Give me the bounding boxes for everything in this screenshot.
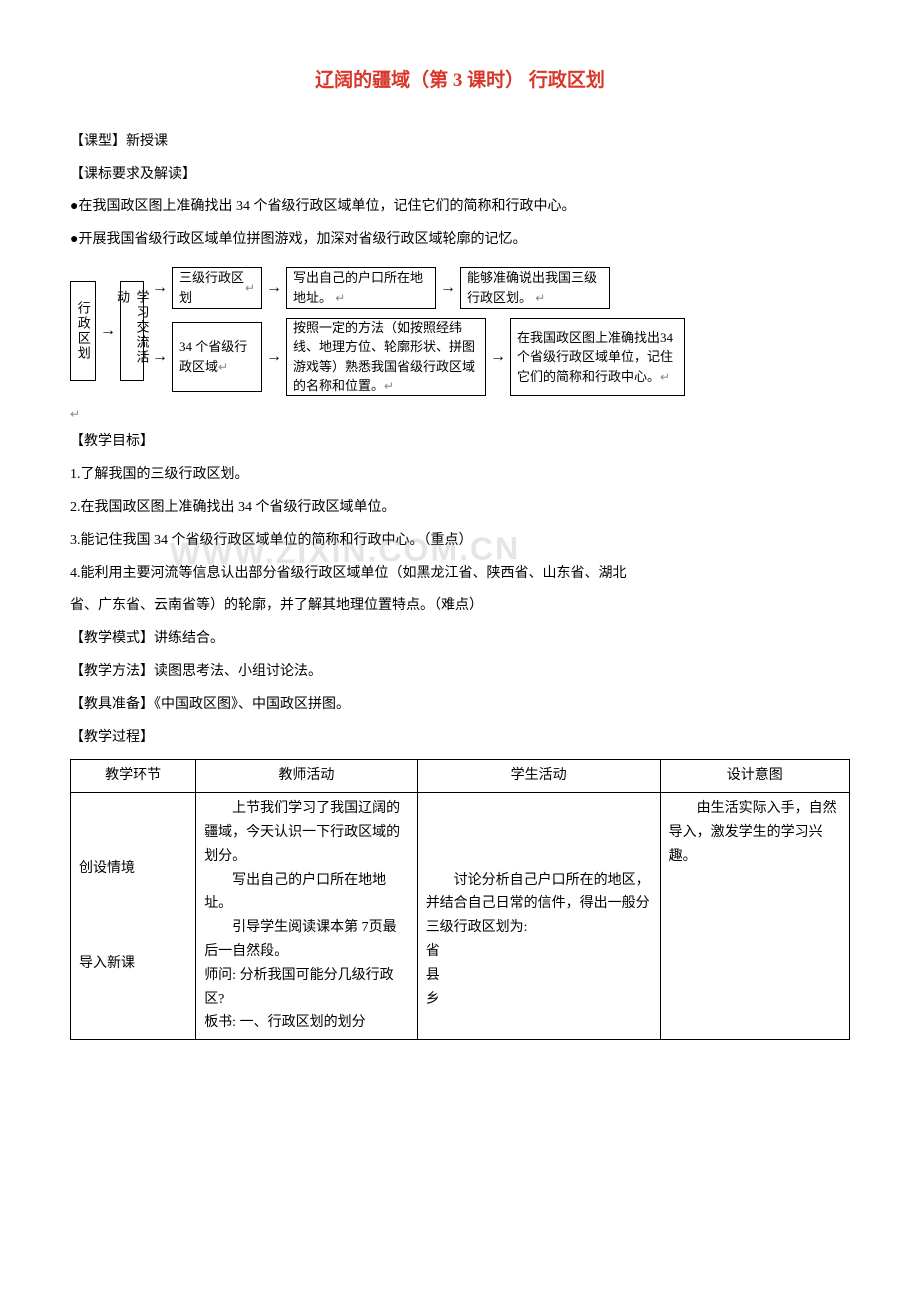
objective-4a: 4.能利用主要河流等信息认出部分省级行政区域单位（如黑龙江省、陕西省、山东省、湖… <box>70 559 850 590</box>
th-student: 学生活动 <box>417 760 660 793</box>
table-row: 创设情境 导入新课 上节我们学习了我国辽阔的疆域，今天认识一下行政区域的划分。 … <box>71 793 850 1040</box>
course-type: 【课型】新授课 <box>70 127 850 158</box>
teaching-method: 【教学方法】读图思考法、小组讨论法。 <box>70 657 850 688</box>
flow-bottom-c: 在我国政区图上准确找出34 个省级行政区域单位，记住它们的简称和行政中心。↵ <box>510 318 685 396</box>
arrow-icon: → <box>436 270 460 305</box>
objectives-header: 【教学目标】 <box>70 427 850 458</box>
cell-stage: 创设情境 导入新课 <box>71 793 196 1040</box>
return-mark: ↵ <box>70 401 850 427</box>
process-header: 【教学过程】 <box>70 723 850 754</box>
flowchart: 行政区划 → 学习交流活动 → 三级行政区划↵ → 写出自己的户口所在地地址。 … <box>70 266 840 396</box>
teaching-mode: 【教学模式】讲练结合。 <box>70 624 850 655</box>
page-title: 辽阔的疆域（第 3 课时） 行政区划 <box>70 60 850 102</box>
objective-1: 1.了解我国的三级行政区划。 <box>70 460 850 491</box>
flow-top-a: 三级行政区划↵ <box>172 267 262 309</box>
flow-root: 行政区划 <box>70 281 96 381</box>
table-header-row: 教学环节 教师活动 学生活动 设计意图 <box>71 760 850 793</box>
objective-2: 2.在我国政区图上准确找出 34 个省级行政区域单位。 <box>70 493 850 524</box>
standard-1: ●在我国政区图上准确找出 34 个省级行政区域单位，记住它们的简称和行政中心。 <box>70 192 850 223</box>
lesson-table: 教学环节 教师活动 学生活动 设计意图 创设情境 导入新课 上节我们学习了我国辽… <box>70 759 850 1040</box>
arrow-icon: → <box>262 270 286 305</box>
objective-3: 3.能记住我国 34 个省级行政区域单位的简称和行政中心。（重点） <box>70 526 850 557</box>
th-intent: 设计意图 <box>660 760 849 793</box>
cell-intent: 由生活实际入手，自然导入，激发学生的学习兴趣。 <box>660 793 849 1040</box>
cell-teacher: 上节我们学习了我国辽阔的疆域，今天认识一下行政区域的划分。 写出自己的户口所在地… <box>196 793 418 1040</box>
flow-bottom-b: 按照一定的方法（如按照经纬线、地理方位、轮廓形状、拼图游戏等）熟悉我国省级行政区… <box>286 318 486 396</box>
standard-2: ●开展我国省级行政区域单位拼图游戏，加深对省级行政区域轮廓的记忆。 <box>70 225 850 256</box>
cell-student: 讨论分析自己户口所在的地区，并结合自己日常的信件，得出一般分三级行政区划为: 省… <box>417 793 660 1040</box>
th-teacher: 教师活动 <box>196 760 418 793</box>
flow-bottom-a: 34 个省级行政区域↵ <box>172 322 262 392</box>
flow-top-c: 能够准确说出我国三级行政区划。 ↵ <box>460 267 610 309</box>
objective-4b: 省、广东省、云南省等）的轮廓，并了解其地理位置特点。（难点） <box>70 591 850 622</box>
flow-mid: 学习交流活动 <box>120 281 144 381</box>
teaching-prep: 【教具准备】《中国政区图》、中国政区拼图。 <box>70 690 850 721</box>
flow-top-b: 写出自己的户口所在地地址。 ↵ <box>286 267 436 309</box>
arrow-icon: → <box>262 339 286 374</box>
th-stage: 教学环节 <box>71 760 196 793</box>
standard-header: 【课标要求及解读】 <box>70 160 850 191</box>
arrow-icon: → <box>148 339 172 374</box>
arrow-icon: → <box>486 339 510 374</box>
arrow-icon: → <box>148 270 172 305</box>
